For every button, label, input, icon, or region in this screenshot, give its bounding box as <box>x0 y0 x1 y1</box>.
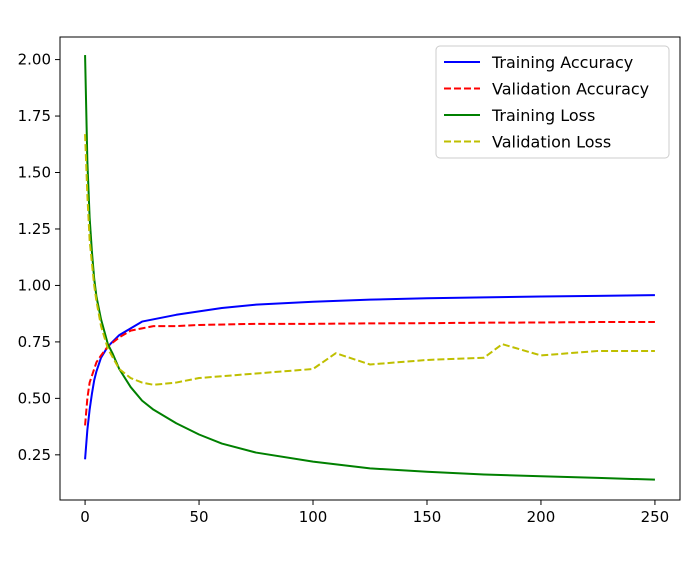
y-tick-label: 0.25 <box>18 446 51 464</box>
y-tick-label: 2.00 <box>18 51 51 69</box>
y-axis: 0.25 0.50 0.75 1.00 1.25 1.50 1.75 2.00 <box>18 51 60 464</box>
x-tick-label: 100 <box>299 508 328 526</box>
series-layer <box>84 55 655 481</box>
y-tick-label: 0.75 <box>18 333 51 351</box>
x-tick-label: 150 <box>413 508 442 526</box>
validation-accuracy-line <box>84 321 655 426</box>
y-tick-label: 0.50 <box>18 389 51 407</box>
training-accuracy-line <box>84 294 655 460</box>
x-tick-label: 250 <box>641 508 670 526</box>
x-tick-label: 50 <box>189 508 208 526</box>
legend-label-training-accuracy: Training Accuracy <box>491 53 633 72</box>
x-tick-label: 0 <box>80 508 90 526</box>
validation-loss-line <box>84 134 655 386</box>
legend-label-training-loss: Training Loss <box>491 106 595 125</box>
legend: Training Accuracy Validation Accuracy Trai… <box>435 45 670 159</box>
legend-box <box>435 45 670 159</box>
y-tick-label: 1.25 <box>18 220 51 238</box>
plot-frame <box>59 36 681 501</box>
legend-label-validation-accuracy: Validation Accuracy <box>492 80 649 99</box>
y-tick-label: 1.75 <box>18 107 51 125</box>
x-axis: 0 50 100 150 200 250 <box>80 500 669 526</box>
x-tick-label: 200 <box>527 508 556 526</box>
legend-label-validation-loss: Validation Loss <box>492 133 611 152</box>
y-tick-label: 1.00 <box>18 276 51 294</box>
y-tick-label: 1.50 <box>18 164 51 182</box>
